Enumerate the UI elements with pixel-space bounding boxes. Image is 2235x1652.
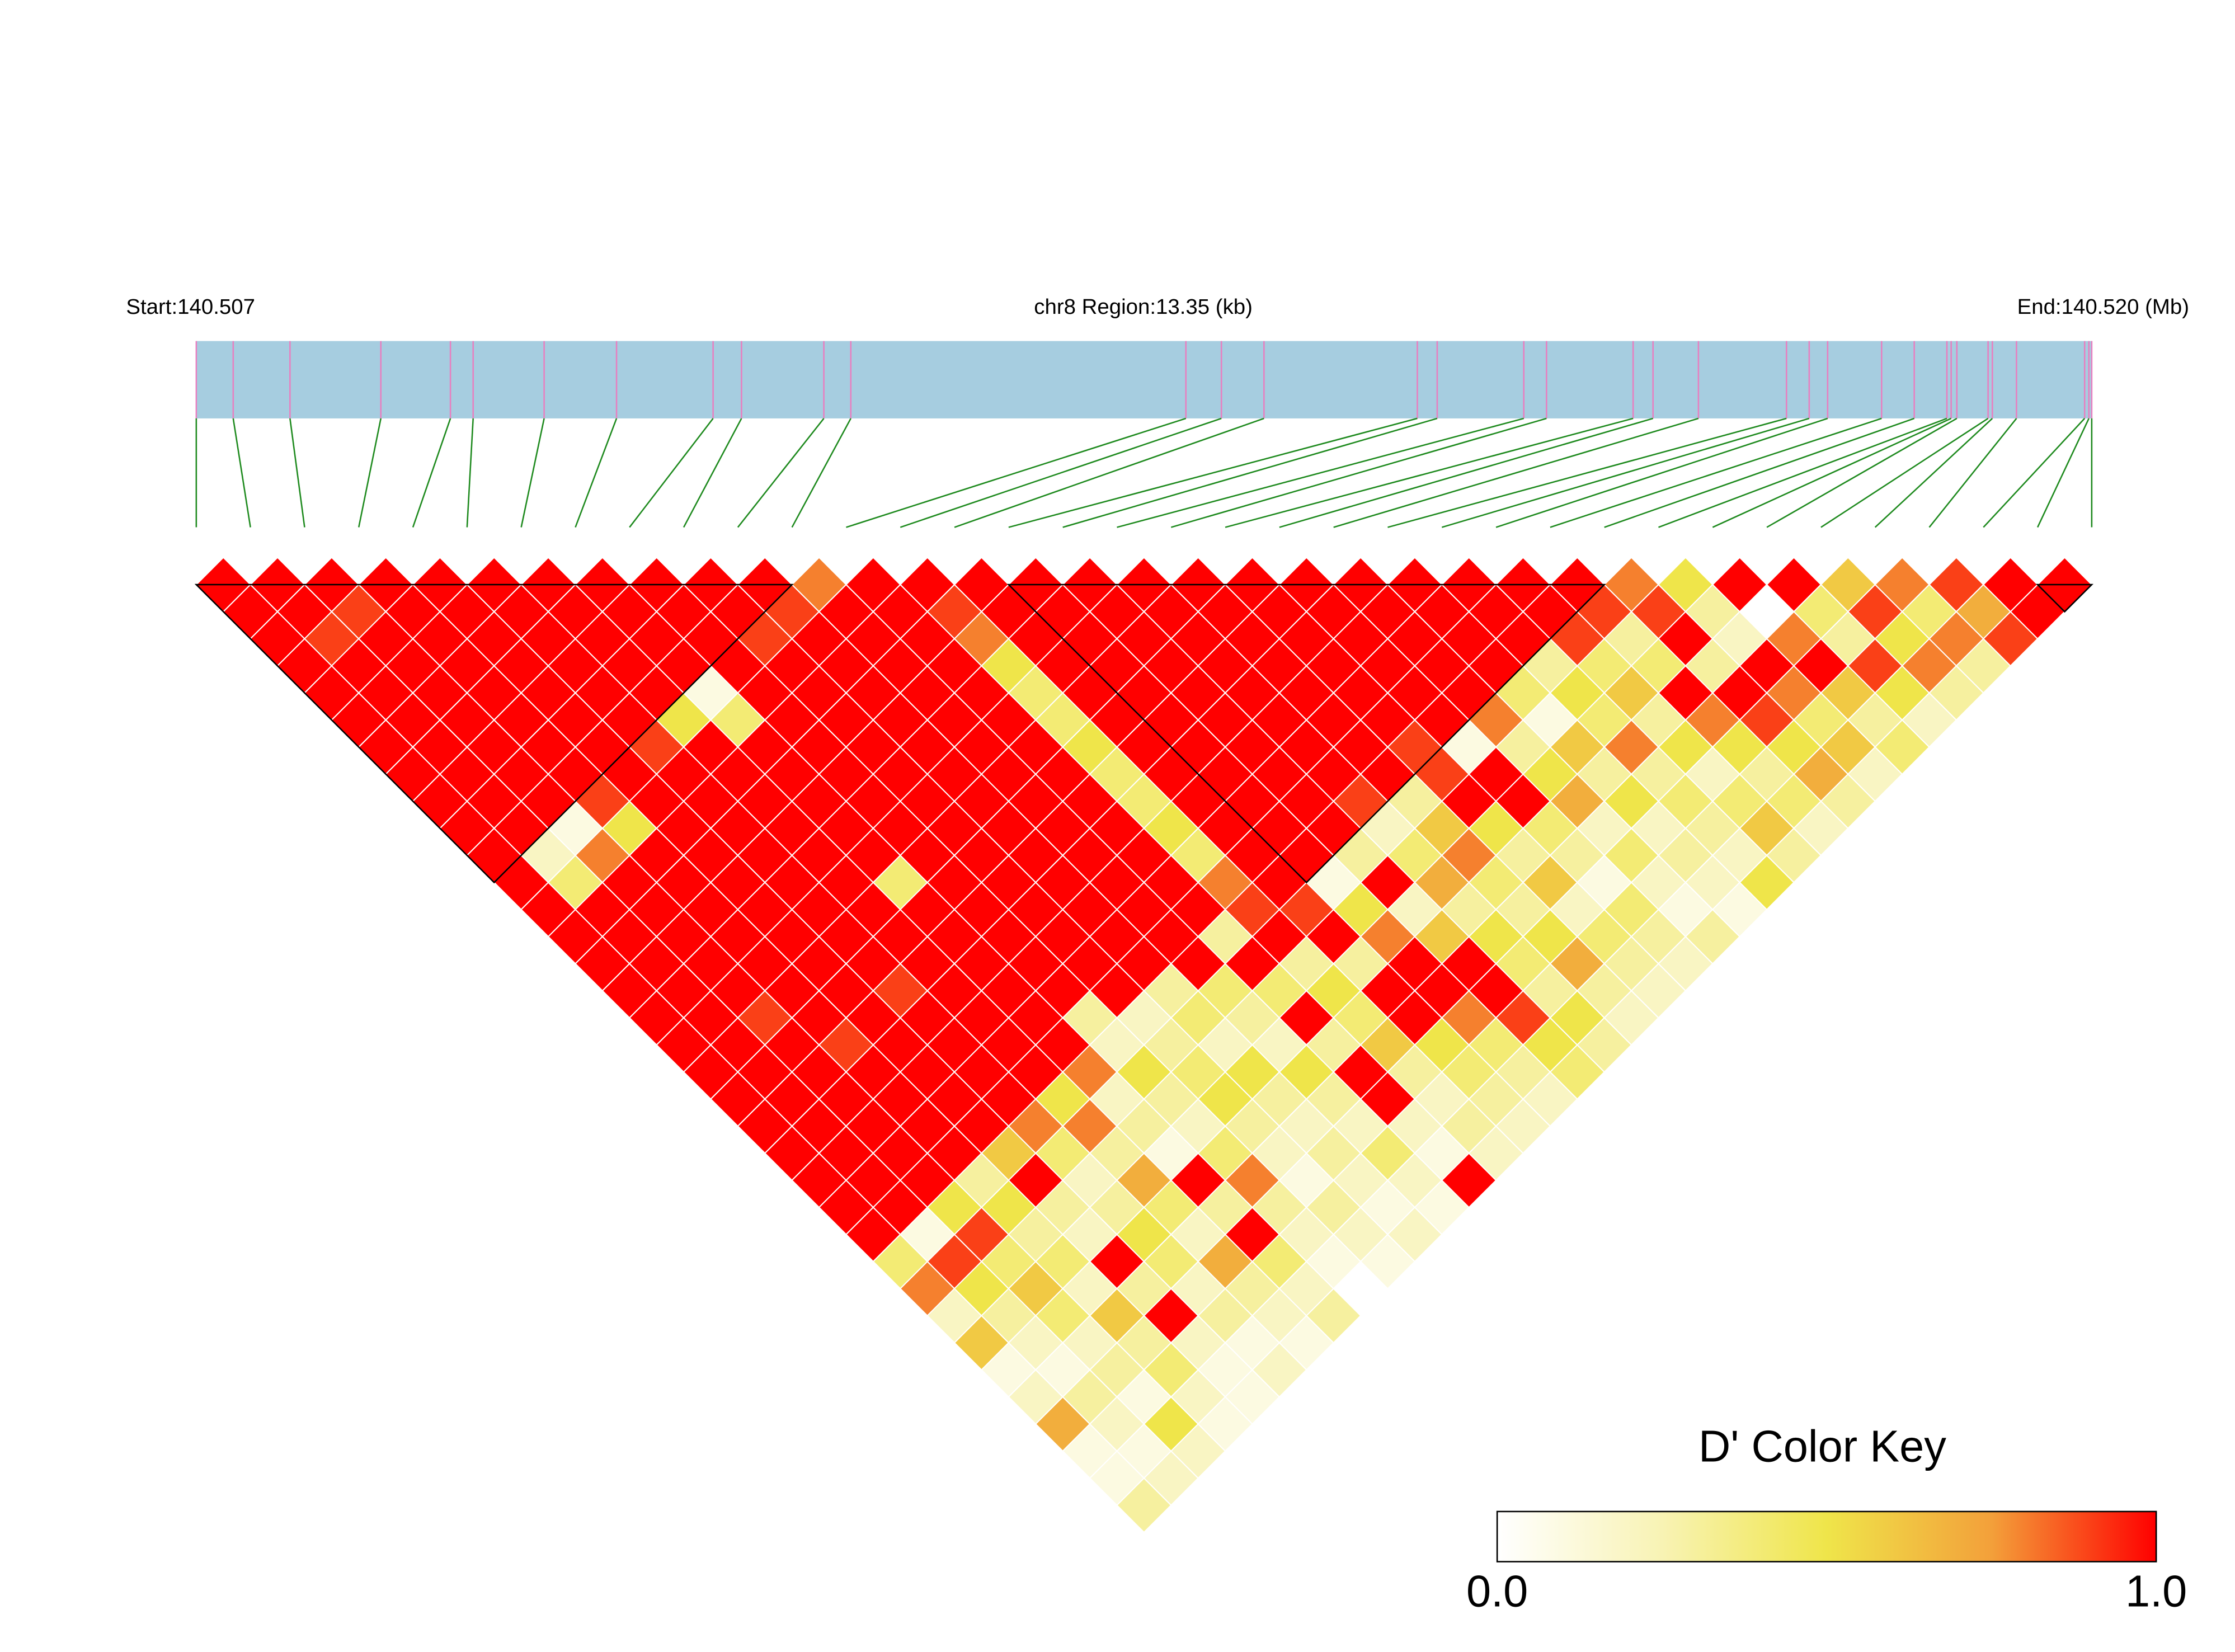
snp-connector xyxy=(1387,417,1787,528)
snp-connector xyxy=(900,417,1222,528)
snp-connector xyxy=(575,418,618,528)
key-tick-label: 0.0 xyxy=(1466,1566,1528,1616)
snp-connector xyxy=(520,418,545,528)
end-label: End:140.520 (Mb) xyxy=(2017,295,2189,319)
snp-connector xyxy=(683,418,742,528)
ld-block xyxy=(1006,583,1606,884)
snp-connector xyxy=(289,418,305,528)
key-tick-label: 1.0 xyxy=(2125,1566,2187,1616)
snp-connector xyxy=(1550,417,1882,528)
snp-connector xyxy=(1820,417,1989,528)
snp-connector xyxy=(1333,417,1699,528)
snp-connector xyxy=(1658,417,1947,528)
snp-connector xyxy=(1117,417,1524,528)
snp-connector xyxy=(466,418,474,528)
snp-connector xyxy=(1008,417,1418,528)
snp-connector xyxy=(412,418,451,528)
color-key xyxy=(1496,1510,2157,1562)
region-track xyxy=(196,341,2092,418)
snp-connector xyxy=(357,418,382,528)
snp-connector xyxy=(954,417,1264,528)
ld-block xyxy=(2036,583,2094,613)
snp-connector xyxy=(791,418,851,528)
snp-connector xyxy=(1983,418,2086,528)
snp-connector xyxy=(1225,417,1634,528)
snp-connector xyxy=(629,418,714,528)
snp-connector xyxy=(1766,417,1958,528)
snp-connector xyxy=(1170,417,1547,528)
ld-block xyxy=(194,583,794,884)
ld-cell xyxy=(1305,1287,1362,1344)
snp-connector xyxy=(1279,417,1654,528)
snp-connector xyxy=(232,418,251,528)
snp-connector xyxy=(1928,418,2017,528)
snp-connector xyxy=(1495,417,1828,528)
snp-connector xyxy=(846,417,1187,528)
key-title: D' Color Key xyxy=(1698,1422,1946,1471)
start-label: Start:140.507 xyxy=(126,295,255,319)
region-label: chr8 Region:13.35 (kb) xyxy=(1034,295,1253,319)
snp-connector xyxy=(2036,418,2090,528)
snp-connector xyxy=(1441,417,1810,528)
snp-connector xyxy=(1604,417,1915,528)
snp-connector xyxy=(1874,417,1993,528)
snp-connector xyxy=(737,418,825,528)
snp-connector xyxy=(1062,417,1438,528)
snp-connector xyxy=(1712,417,1952,528)
